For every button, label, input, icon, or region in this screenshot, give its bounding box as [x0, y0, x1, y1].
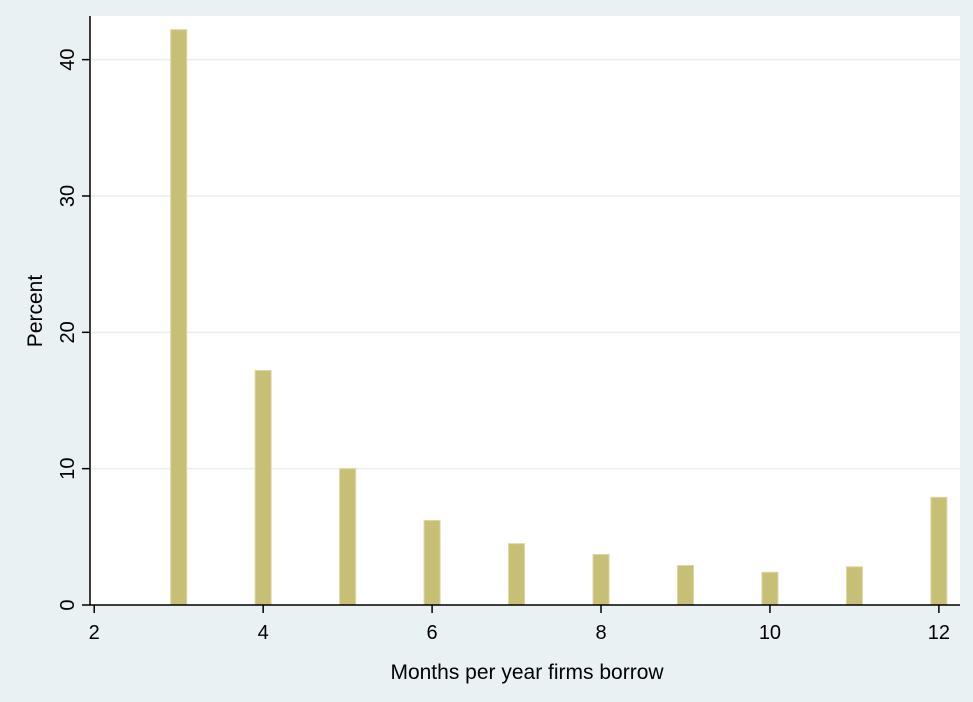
y-tick-label: 40 [57, 49, 79, 71]
y-ticks: 0 10 20 30 40 [57, 49, 90, 611]
y-tick-label: 0 [57, 599, 79, 610]
x-tick-label: 10 [759, 622, 781, 644]
bar [339, 468, 357, 606]
bars [170, 29, 948, 606]
bar [761, 571, 779, 606]
bar [254, 369, 272, 606]
plot-background [90, 16, 960, 605]
x-tick-label: 6 [427, 622, 438, 644]
y-tick-label: 10 [57, 458, 79, 480]
x-tick-label: 12 [928, 622, 950, 644]
bar [508, 543, 526, 606]
y-tick-label: 20 [57, 321, 79, 343]
y-axis-title: Percent [24, 275, 47, 348]
bar [930, 496, 948, 606]
axes [89, 16, 960, 606]
x-axis-title: Months per year firms borrow [390, 661, 664, 684]
x-tick-label: 4 [258, 622, 269, 644]
bar [845, 566, 863, 606]
x-tick-label: 8 [595, 622, 606, 644]
y-gridlines [90, 58, 960, 470]
bar [592, 554, 610, 606]
bar [170, 29, 188, 606]
y-tick-label: 30 [57, 185, 79, 207]
bar [676, 564, 694, 606]
x-ticks: 2 4 6 8 10 12 [89, 605, 950, 644]
bar [423, 519, 441, 606]
x-tick-label: 2 [89, 622, 100, 644]
